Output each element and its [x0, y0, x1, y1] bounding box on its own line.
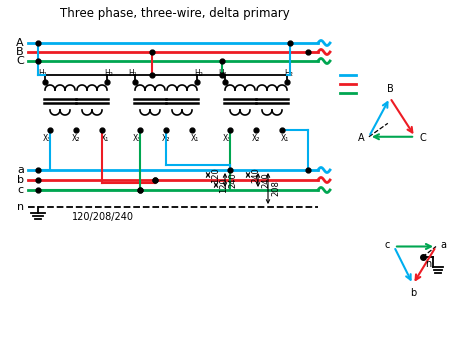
Text: X₃: X₃ [43, 134, 51, 143]
Text: X₃: X₃ [133, 134, 141, 143]
Text: X₃: X₃ [223, 134, 231, 143]
Text: H₂: H₂ [284, 69, 293, 78]
Text: H₂: H₂ [194, 69, 203, 78]
Text: Three phase, three-wire, delta primary: Three phase, three-wire, delta primary [60, 7, 290, 20]
Text: c: c [18, 185, 24, 195]
Text: a: a [440, 240, 446, 250]
Text: A: A [358, 133, 365, 143]
Text: 240: 240 [251, 167, 260, 183]
Text: X₁: X₁ [101, 134, 109, 143]
Text: X₂: X₂ [162, 134, 170, 143]
Text: B: B [386, 84, 393, 94]
Text: 208: 208 [271, 180, 280, 196]
Text: H₁: H₁ [128, 69, 137, 78]
Text: 120/208/240: 120/208/240 [72, 212, 134, 222]
Text: 120: 120 [219, 177, 228, 193]
Text: n: n [17, 202, 24, 212]
Text: X₂: X₂ [72, 134, 80, 143]
Text: n: n [426, 259, 432, 269]
Text: A: A [17, 38, 24, 48]
Text: X₂: X₂ [252, 134, 260, 143]
Text: H₁: H₁ [38, 69, 47, 78]
Text: 240: 240 [261, 172, 270, 188]
Text: c: c [384, 240, 390, 250]
Text: b: b [17, 175, 24, 185]
Text: H₂: H₂ [105, 69, 113, 78]
Text: X₁: X₁ [281, 134, 289, 143]
Text: 120: 120 [211, 167, 220, 183]
Text: X₁: X₁ [191, 134, 199, 143]
Text: C: C [16, 56, 24, 66]
Text: B: B [17, 47, 24, 57]
Text: C: C [419, 133, 426, 143]
Text: 240: 240 [228, 172, 237, 188]
Text: H₁: H₁ [219, 69, 228, 78]
Text: a: a [17, 165, 24, 175]
Text: b: b [410, 288, 416, 298]
